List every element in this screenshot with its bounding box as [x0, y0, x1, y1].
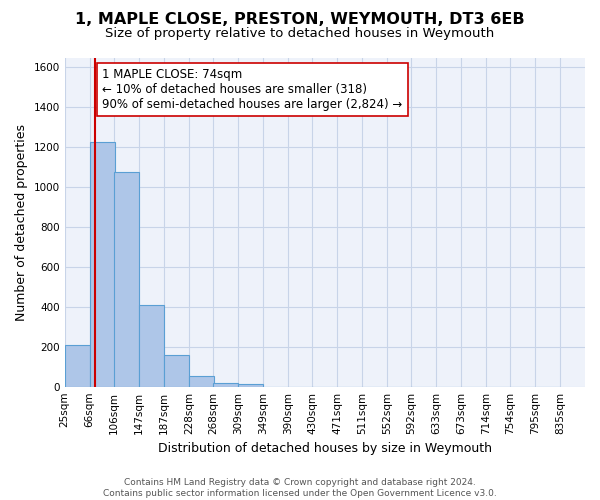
Bar: [139, 305, 164, 386]
X-axis label: Distribution of detached houses by size in Weymouth: Distribution of detached houses by size …: [158, 442, 492, 455]
Bar: [90, 142, 115, 386]
Text: 1 MAPLE CLOSE: 74sqm
← 10% of detached houses are smaller (318)
90% of semi-deta: 1 MAPLE CLOSE: 74sqm ← 10% of detached h…: [102, 68, 402, 111]
Text: 1, MAPLE CLOSE, PRESTON, WEYMOUTH, DT3 6EB: 1, MAPLE CLOSE, PRESTON, WEYMOUTH, DT3 6…: [75, 12, 525, 28]
Text: Size of property relative to detached houses in Weymouth: Size of property relative to detached ho…: [106, 28, 494, 40]
Bar: [65, 346, 89, 387]
Bar: [238, 384, 263, 386]
Bar: [164, 355, 188, 386]
Bar: [189, 376, 214, 386]
Bar: [214, 382, 238, 386]
Bar: [115, 172, 139, 386]
Y-axis label: Number of detached properties: Number of detached properties: [15, 124, 28, 320]
Text: Contains HM Land Registry data © Crown copyright and database right 2024.
Contai: Contains HM Land Registry data © Crown c…: [103, 478, 497, 498]
